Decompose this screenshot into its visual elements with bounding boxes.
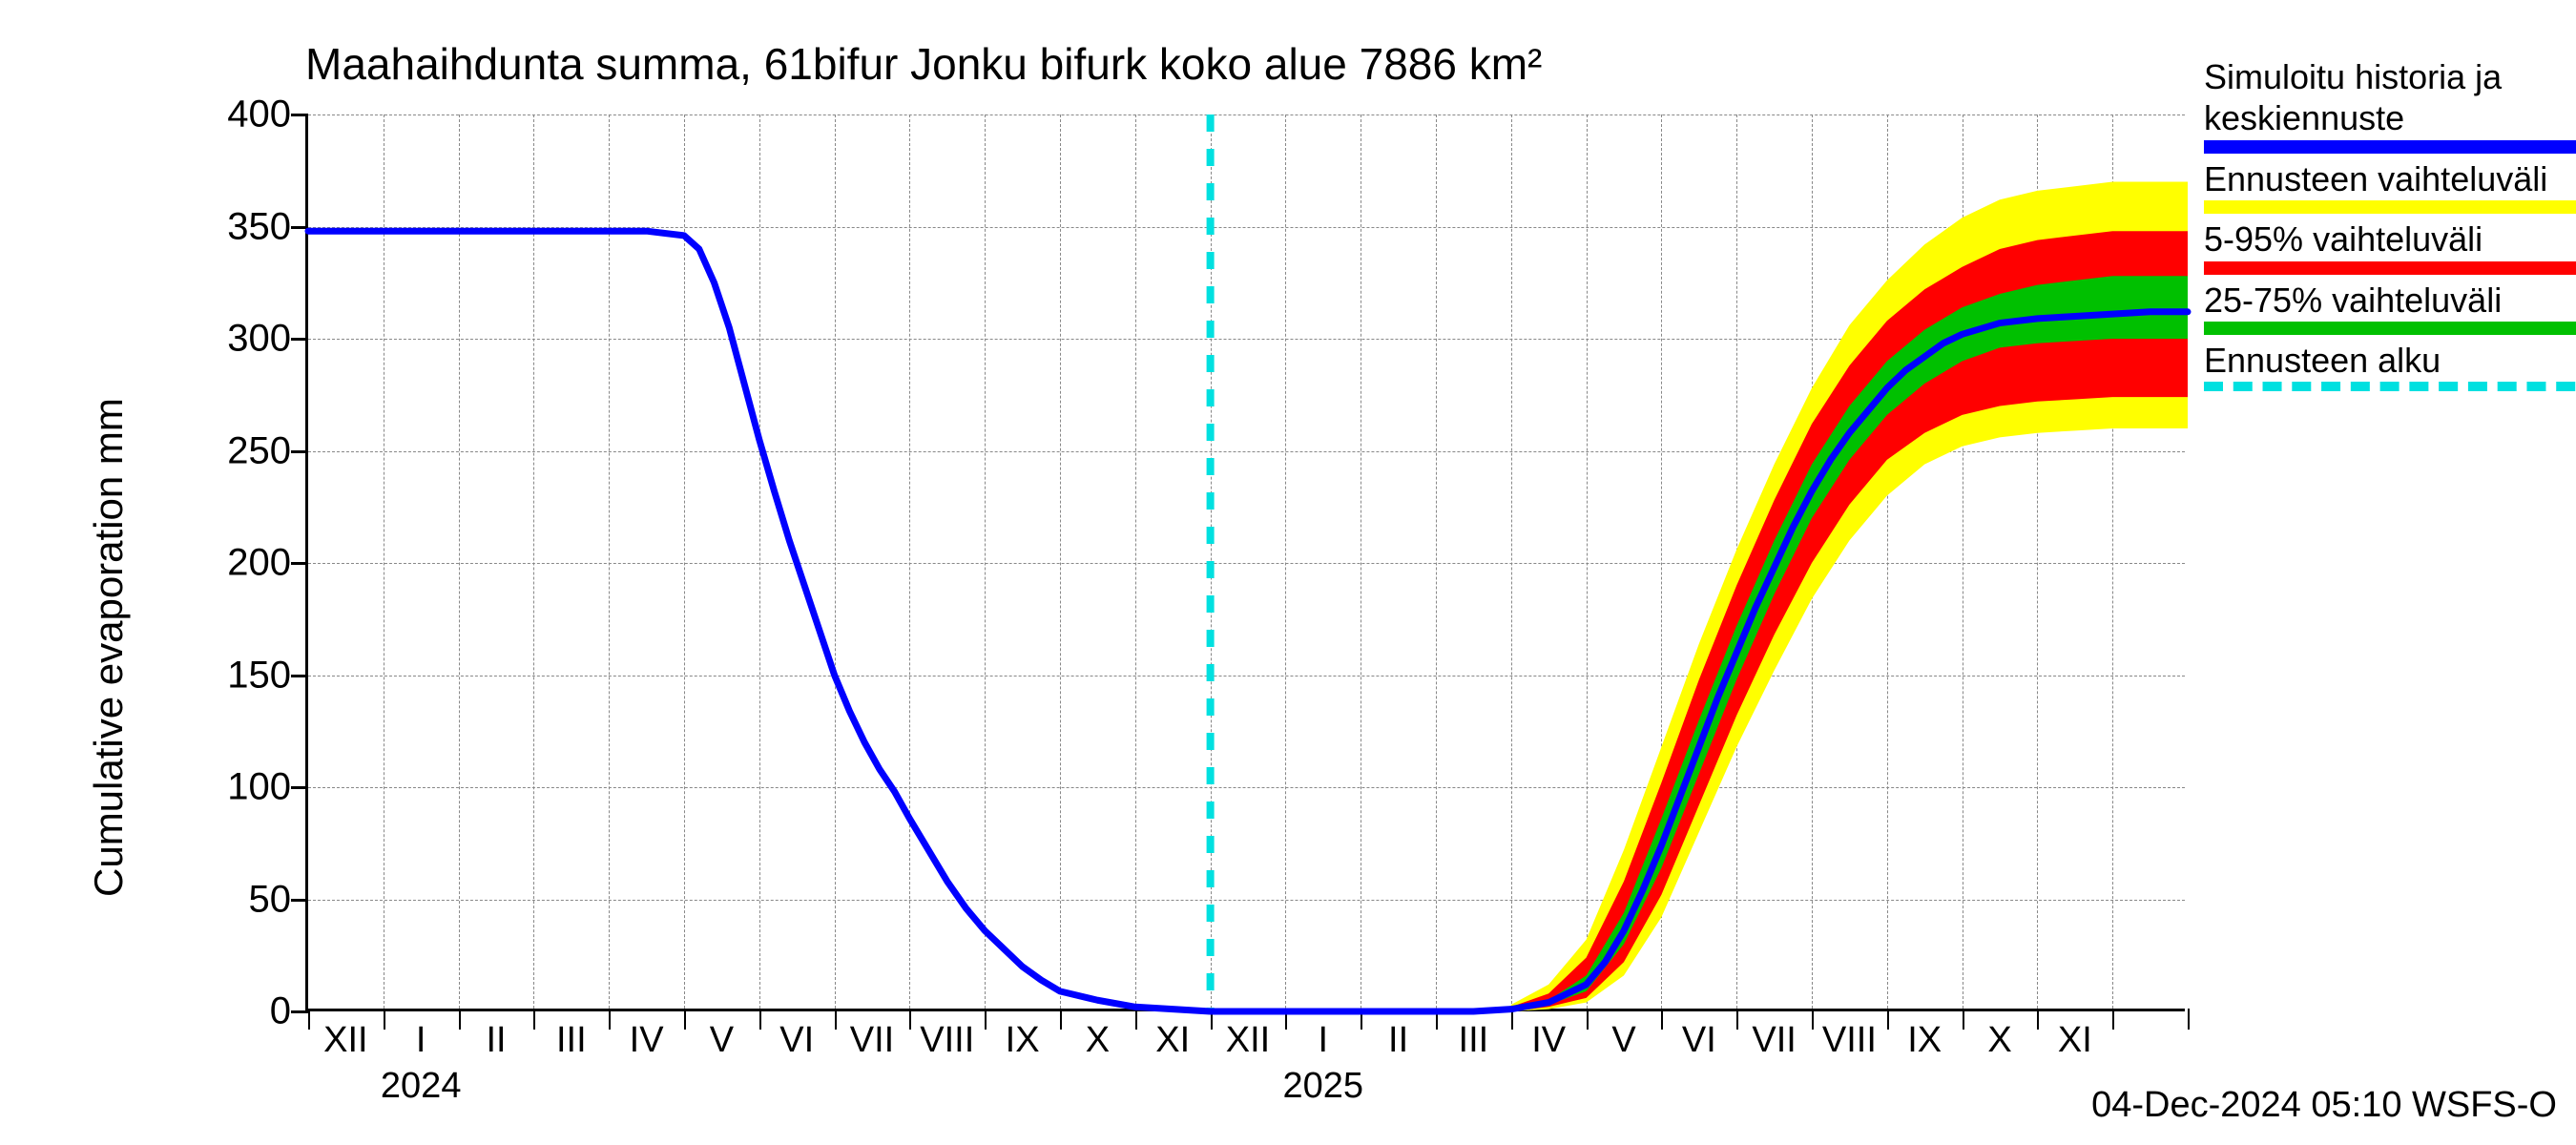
x-year-label: 2025 xyxy=(1283,1009,1364,1107)
x-tick-label: VII xyxy=(850,1009,894,1061)
x-tick-label: XII xyxy=(323,1009,367,1061)
x-tick-label: III xyxy=(1459,1009,1489,1061)
footer-timestamp: 04-Dec-2024 05:10 WSFS-O xyxy=(2091,1085,2557,1126)
x-tick-label: XI xyxy=(2058,1009,2092,1061)
legend-entry: 25-75% vaihteluväli xyxy=(2204,281,2576,335)
x-tick-mark xyxy=(1587,1009,1589,1030)
legend-label: 5-95% vaihteluväli xyxy=(2204,219,2576,259)
x-tick-label: V xyxy=(1611,1009,1635,1061)
legend-swatch xyxy=(2204,200,2576,214)
x-tick-label: XI xyxy=(1155,1009,1190,1061)
chart-title: Maahaihdunta summa, 61bifur Jonku bifurk… xyxy=(305,38,1542,90)
x-tick-mark xyxy=(835,1009,837,1030)
legend-label: keskiennuste xyxy=(2204,98,2576,137)
y-tick-label: 350 xyxy=(227,205,308,248)
chart-container: Maahaihdunta summa, 61bifur Jonku bifurk… xyxy=(0,0,2576,1145)
x-tick-mark xyxy=(533,1009,535,1030)
legend-entry: 5-95% vaihteluväli xyxy=(2204,219,2576,274)
x-tick-mark xyxy=(684,1009,686,1030)
y-tick-label: 0 xyxy=(270,990,308,1033)
x-tick-mark xyxy=(1661,1009,1663,1030)
x-tick-label: VI xyxy=(779,1009,814,1061)
x-tick-mark xyxy=(1736,1009,1738,1030)
x-tick-mark xyxy=(985,1009,987,1030)
x-tick-label: X xyxy=(1086,1009,1110,1061)
y-tick-label: 400 xyxy=(227,94,308,136)
y-tick-label: 300 xyxy=(227,318,308,361)
x-tick-mark xyxy=(1963,1009,1964,1030)
x-tick-mark xyxy=(609,1009,611,1030)
x-tick-mark xyxy=(909,1009,911,1030)
legend-label: 25-75% vaihteluväli xyxy=(2204,281,2576,320)
x-tick-mark xyxy=(1812,1009,1814,1030)
x-year-label: 2024 xyxy=(381,1009,462,1107)
x-tick-label: VIII xyxy=(1822,1009,1877,1061)
legend-swatch xyxy=(2204,140,2576,154)
x-tick-mark xyxy=(2188,1009,2190,1030)
legend: Simuloitu historia jakeskiennuste Ennuste… xyxy=(2204,57,2576,397)
x-tick-label: II xyxy=(1388,1009,1408,1061)
x-tick-label: VIII xyxy=(920,1009,974,1061)
x-tick-label: IV xyxy=(630,1009,664,1061)
x-tick-label: VI xyxy=(1682,1009,1716,1061)
y-axis-label: Cumulative evaporation mm xyxy=(86,398,132,897)
x-tick-label: III xyxy=(556,1009,587,1061)
legend-entry: Simuloitu historia jakeskiennuste xyxy=(2204,57,2576,154)
x-tick-mark xyxy=(759,1009,761,1030)
x-tick-mark xyxy=(308,1009,310,1030)
y-tick-label: 150 xyxy=(227,654,308,697)
x-tick-label: X xyxy=(1987,1009,2011,1061)
x-tick-mark xyxy=(1060,1009,1062,1030)
plot-area: 050100150200250300350400XIIIIIIIIIVVVIVI… xyxy=(305,114,2185,1011)
x-tick-label: IX xyxy=(1006,1009,1040,1061)
x-tick-label: IX xyxy=(1907,1009,1942,1061)
y-tick-label: 250 xyxy=(227,429,308,472)
y-tick-label: 100 xyxy=(227,766,308,809)
series-svg xyxy=(308,114,2188,1011)
legend-swatch xyxy=(2204,261,2576,275)
y-tick-label: 50 xyxy=(249,878,309,921)
legend-entry: Ennusteen alku xyxy=(2204,341,2576,391)
x-tick-label: II xyxy=(486,1009,506,1061)
x-tick-label: XII xyxy=(1226,1009,1270,1061)
legend-swatch xyxy=(2204,382,2576,391)
legend-entry: Ennusteen vaihteluväli xyxy=(2204,159,2576,214)
x-tick-label: IV xyxy=(1531,1009,1566,1061)
legend-label: Simuloitu historia ja xyxy=(2204,57,2576,96)
x-tick-mark xyxy=(2112,1009,2114,1030)
y-tick-label: 200 xyxy=(227,542,308,585)
x-tick-label: VII xyxy=(1752,1009,1796,1061)
x-tick-label: V xyxy=(710,1009,734,1061)
legend-swatch xyxy=(2204,322,2576,335)
x-tick-mark xyxy=(1887,1009,1889,1030)
legend-label: Ennusteen alku xyxy=(2204,341,2576,380)
legend-label: Ennusteen vaihteluväli xyxy=(2204,159,2576,198)
x-tick-mark xyxy=(1135,1009,1137,1030)
x-tick-mark xyxy=(2037,1009,2039,1030)
